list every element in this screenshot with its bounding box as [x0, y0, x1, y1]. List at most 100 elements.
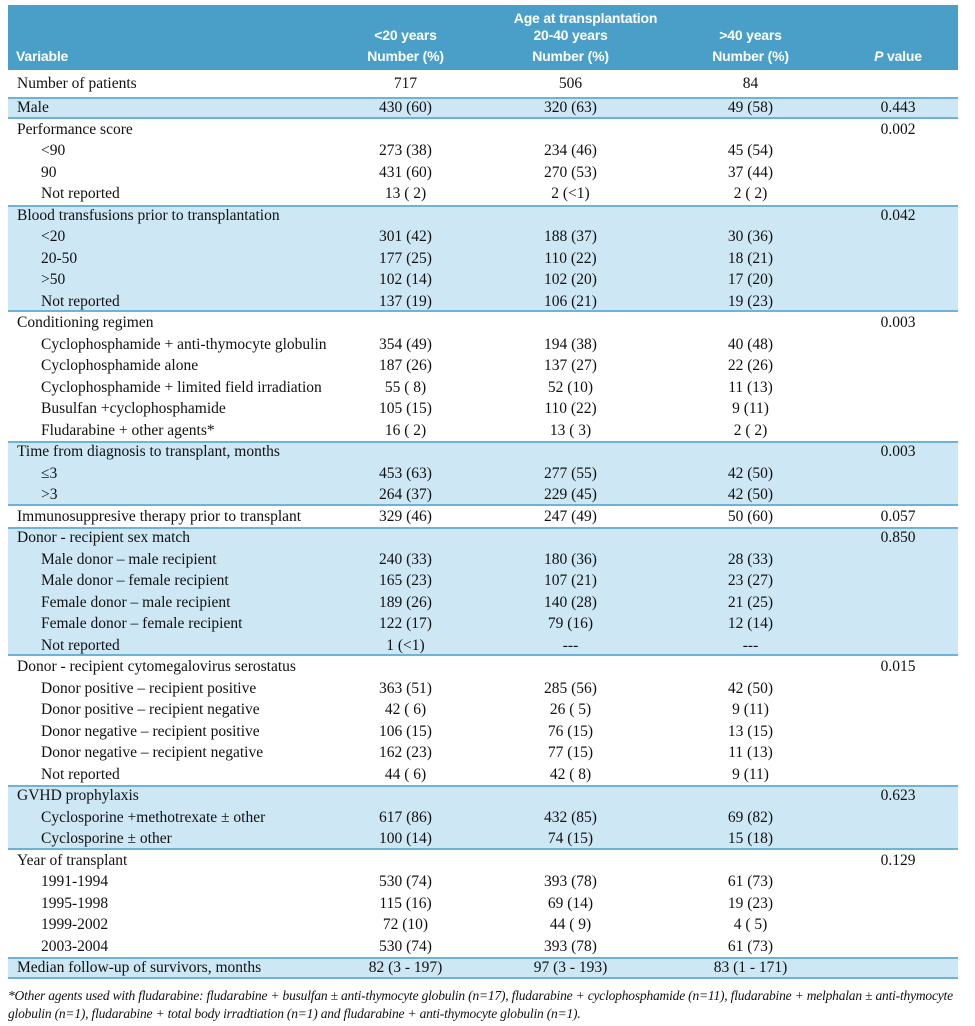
cell-20to40: 432 (85) [544, 808, 597, 826]
cell-over40: 11 (13) [728, 378, 773, 396]
table-row: 2003-2004 530 (74) 393 (78) 61 (73) [8, 936, 958, 958]
table-row: <20 301 (42) 188 (37) 30 (36) [8, 226, 958, 248]
cell-over40: 9 (11) [732, 400, 769, 417]
table-row: ≤3 453 (63) 277 (55) 42 (50) [8, 462, 958, 484]
row-label: 20-50 [41, 249, 78, 267]
cell-over40: 45 (54) [727, 142, 774, 159]
cell-under20: 273 (38) [379, 142, 432, 159]
table-footnote: *Other agents used with fludarabine: flu… [8, 988, 953, 1022]
cell-20to40: 107 (21) [544, 572, 597, 589]
row-label: <90 [41, 142, 66, 159]
cell-over40: 17 (20) [727, 271, 774, 288]
table-row: >3 264 (37) 229 (45) 42 (50) [8, 484, 958, 506]
cell-under20: 530 (74) [379, 937, 432, 955]
cell-over40: 49 (58) [727, 99, 774, 116]
cell-over40: 37 (44) [727, 163, 774, 181]
header-col-variable: Variable [16, 48, 69, 64]
cell-over40: 69 (82) [727, 808, 774, 826]
table-row: Male donor – male recipient 240 (33) 180… [8, 548, 958, 570]
row-label: Not reported [41, 636, 120, 654]
cell-under20: 13 ( 2) [384, 185, 427, 202]
row-label: Not reported [41, 185, 120, 202]
row-label: Busulfan +cyclophosphamide [41, 400, 226, 417]
table-row: Not reported 13 ( 2) 2 (<1) 2 ( 2) [8, 183, 958, 205]
cell-over40: 4 ( 5) [733, 916, 768, 933]
row-label: Time from diagnosis to transplant, month… [17, 443, 280, 460]
p-value-italic-p: P [874, 48, 884, 64]
cell-20to40: 52 (10) [547, 378, 594, 396]
table-row: GVHD prophylaxis 0.623 [8, 785, 958, 807]
cell-over40: 23 (27) [727, 572, 774, 589]
cell-pvalue: 0.623 [880, 787, 916, 804]
cell-over40: 9 (11) [732, 765, 769, 783]
cell-under20: 137 (19) [379, 292, 432, 310]
header-col-over40-years: >40 years [719, 27, 782, 43]
row-label: Not reported [41, 765, 120, 783]
header-col-over40-number: Number (%) [712, 48, 789, 64]
cell-under20: 530 (74) [379, 873, 432, 890]
cell-over40: 9 (11) [732, 701, 769, 718]
table-row: Male 430 (60) 320 (63) 49 (58) 0.443 [8, 97, 958, 119]
table-row: Donor negative – recipient positive 106 … [8, 721, 958, 743]
row-label: Performance score [17, 120, 133, 138]
row-label: Cyclophosphamide + anti-thymocyte globul… [41, 335, 327, 353]
row-label: Female donor – female recipient [41, 615, 243, 632]
table-row: 20-50 177 (25) 110 (22) 18 (21) [8, 247, 958, 269]
cell-20to40: 74 (15) [547, 830, 594, 847]
table-row: Cyclophosphamide + limited field irradia… [8, 377, 958, 399]
row-label: Donor positive – recipient negative [41, 701, 260, 718]
table-row: Cyclophosphamide alone 187 (26) 137 (27)… [8, 355, 958, 377]
table-row: Donor negative – recipient negative 162 … [8, 742, 958, 764]
cell-pvalue: 0.003 [880, 443, 916, 460]
characteristics-table: Age at transplantation <20 years 20-40 y… [8, 5, 958, 979]
cell-pvalue: 0.015 [880, 658, 916, 675]
cell-20to40: --- [562, 636, 579, 654]
row-label: 1991-1994 [41, 873, 109, 890]
cell-20to40: 393 (78) [544, 937, 597, 955]
cell-20to40: 137 (27) [544, 357, 597, 374]
table-row: Not reported 137 (19) 106 (21) 19 (23) [8, 290, 958, 312]
table-row: <90 273 (38) 234 (46) 45 (54) [8, 140, 958, 162]
cell-20to40: 277 (55) [544, 464, 597, 482]
table-row: Not reported 44 ( 6) 42 ( 8) 9 (11) [8, 764, 958, 786]
header-col-p-value: P value [838, 48, 958, 64]
header-col-20to40-years: 20-40 years [533, 27, 608, 43]
cell-pvalue: 0.002 [880, 120, 916, 138]
cell-20to40: 110 (22) [544, 400, 597, 417]
cell-under20: 106 (15) [379, 722, 432, 740]
cell-20to40: 270 (53) [544, 163, 597, 181]
cell-20to40: 285 (56) [544, 679, 597, 697]
cell-over40: 11 (13) [728, 744, 773, 761]
cell-under20: 16 ( 2) [384, 421, 427, 439]
cell-under20: 354 (49) [379, 335, 432, 353]
row-label: Median follow-up of survivors, months [17, 959, 262, 976]
row-label: Donor - recipient sex match [17, 529, 191, 546]
header-col-under20-number: Number (%) [367, 48, 444, 64]
cell-over40: 30 (36) [727, 228, 774, 245]
row-label: <20 [41, 228, 66, 245]
row-label: Not reported [41, 292, 120, 310]
cell-pvalue: 0.057 [880, 507, 916, 525]
cell-20to40: 2 (<1) [551, 185, 590, 202]
table-row: 1991-1994 530 (74) 393 (78) 61 (73) [8, 871, 958, 893]
row-label: 90 [41, 163, 57, 181]
cell-under20: 162 (23) [379, 744, 432, 761]
cell-under20: 264 (37) [379, 486, 432, 503]
cell-under20: 301 (42) [379, 228, 432, 245]
table-row: 90 431 (60) 270 (53) 37 (44) [8, 162, 958, 184]
cell-over40: 61 (73) [727, 873, 774, 890]
row-label: Conditioning regimen [17, 314, 154, 331]
cell-under20: 165 (23) [379, 572, 432, 589]
cell-under20: 453 (63) [379, 464, 432, 482]
row-label: Fludarabine + other agents* [41, 421, 215, 439]
cell-under20: 82 (3 - 197) [368, 959, 443, 976]
row-label: 1995-1998 [41, 894, 109, 912]
cell-under20: 717 [393, 74, 418, 92]
cell-under20: 42 ( 6) [384, 701, 427, 718]
cell-over40: 22 (26) [727, 357, 774, 374]
table-row: Performance score 0.002 [8, 119, 958, 141]
row-label: >50 [41, 271, 66, 288]
cell-under20: 55 ( 8) [384, 378, 427, 396]
cell-20to40: 42 ( 8) [549, 765, 592, 783]
table-row: Time from diagnosis to transplant, month… [8, 441, 958, 463]
